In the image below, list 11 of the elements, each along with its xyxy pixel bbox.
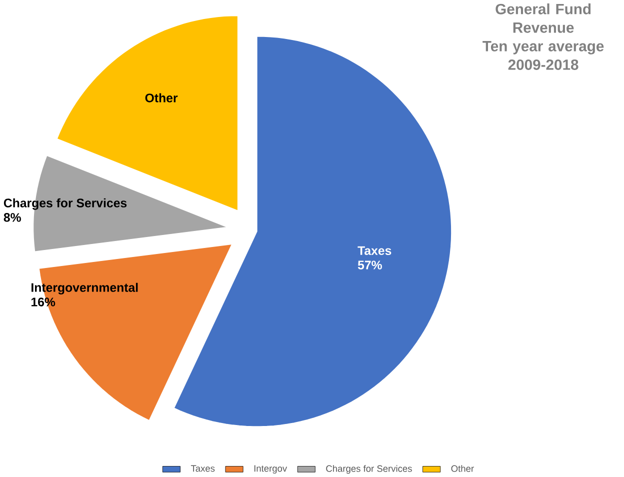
- legend-label: Intergov: [254, 465, 288, 474]
- text: Ten year average 2009-2018: [482, 40, 604, 70]
- legend-label: Taxes: [190, 465, 215, 472]
- text: Taxes: [358, 246, 392, 255]
- data-label: 57%: [358, 260, 382, 270]
- legend-label: Other: [451, 464, 474, 472]
- text: General Fund Revenue: [496, 3, 591, 33]
- text: Charges for Services: [4, 198, 127, 210]
- data-label: 8%: [4, 212, 21, 222]
- legend-label: Charges for Services: [326, 464, 412, 474]
- text: Other: [145, 93, 178, 102]
